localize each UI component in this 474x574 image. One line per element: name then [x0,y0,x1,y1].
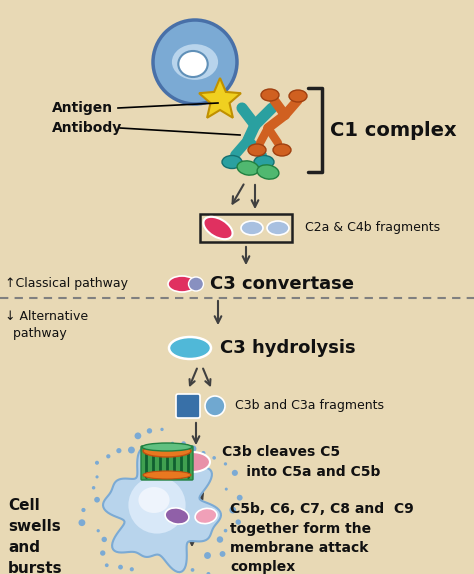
Ellipse shape [248,144,266,156]
Circle shape [100,550,105,556]
Circle shape [229,507,236,513]
Ellipse shape [143,445,191,457]
Circle shape [217,536,223,543]
Circle shape [116,448,121,453]
Circle shape [95,475,99,479]
Ellipse shape [241,221,263,235]
Ellipse shape [289,90,307,102]
Circle shape [190,445,196,452]
Circle shape [79,519,85,526]
Circle shape [128,476,186,534]
Circle shape [105,563,109,567]
Circle shape [97,529,100,532]
Ellipse shape [254,156,274,169]
Polygon shape [103,448,221,572]
Circle shape [224,529,228,533]
Ellipse shape [178,51,208,77]
Circle shape [160,428,164,431]
Circle shape [232,470,238,476]
Circle shape [118,565,123,569]
Ellipse shape [176,445,190,459]
Circle shape [128,447,135,453]
Ellipse shape [169,337,211,359]
Text: Cell
swells
and
bursts: Cell swells and bursts [8,498,63,574]
Text: C3b and C3a fragments: C3b and C3a fragments [235,400,384,413]
Circle shape [106,454,110,459]
Text: C3 convertase: C3 convertase [210,275,354,293]
Ellipse shape [165,508,189,524]
FancyBboxPatch shape [141,446,193,480]
Ellipse shape [189,277,203,291]
Bar [200,214,292,242]
Circle shape [225,487,228,491]
Circle shape [201,451,205,455]
Ellipse shape [237,161,259,175]
Circle shape [171,442,174,445]
Text: C3 hydrolysis: C3 hydrolysis [220,339,356,357]
Text: Antibody: Antibody [52,121,122,135]
Circle shape [82,508,86,512]
Ellipse shape [168,276,196,292]
Ellipse shape [261,89,279,101]
Circle shape [204,552,211,559]
Text: C2a & C4b fragments: C2a & C4b fragments [305,222,440,235]
Circle shape [130,567,134,571]
Ellipse shape [267,221,289,235]
Ellipse shape [174,452,210,472]
FancyBboxPatch shape [176,394,200,418]
Circle shape [224,462,227,466]
Circle shape [153,20,237,104]
Circle shape [101,537,107,542]
Ellipse shape [142,443,192,451]
Ellipse shape [257,165,279,179]
Text: ↓ Alternative
  pathway: ↓ Alternative pathway [5,310,88,340]
Ellipse shape [195,509,217,523]
Circle shape [219,551,226,557]
Circle shape [191,568,194,572]
Circle shape [205,396,225,416]
Ellipse shape [138,487,170,513]
Circle shape [236,519,241,525]
Circle shape [182,441,186,446]
Text: C5b, C6, C7, C8 and  C9
together form the
membrane attack
complex: C5b, C6, C7, C8 and C9 together form the… [230,502,414,574]
Circle shape [237,495,243,501]
Ellipse shape [172,44,218,80]
Circle shape [94,497,100,503]
Circle shape [212,456,216,460]
Text: C1 complex: C1 complex [330,121,456,139]
Text: ↑Classical pathway: ↑Classical pathway [5,277,128,290]
Text: Antigen: Antigen [52,101,113,115]
Polygon shape [199,78,241,118]
Ellipse shape [222,156,242,169]
Ellipse shape [143,471,191,479]
Ellipse shape [203,217,233,239]
Circle shape [147,428,152,433]
Circle shape [135,432,141,439]
Circle shape [207,572,210,574]
Circle shape [92,486,95,490]
Ellipse shape [273,144,291,156]
Text: C3b cleaves C5
     into C5a and C5b: C3b cleaves C5 into C5a and C5b [222,445,380,479]
Circle shape [95,461,99,465]
